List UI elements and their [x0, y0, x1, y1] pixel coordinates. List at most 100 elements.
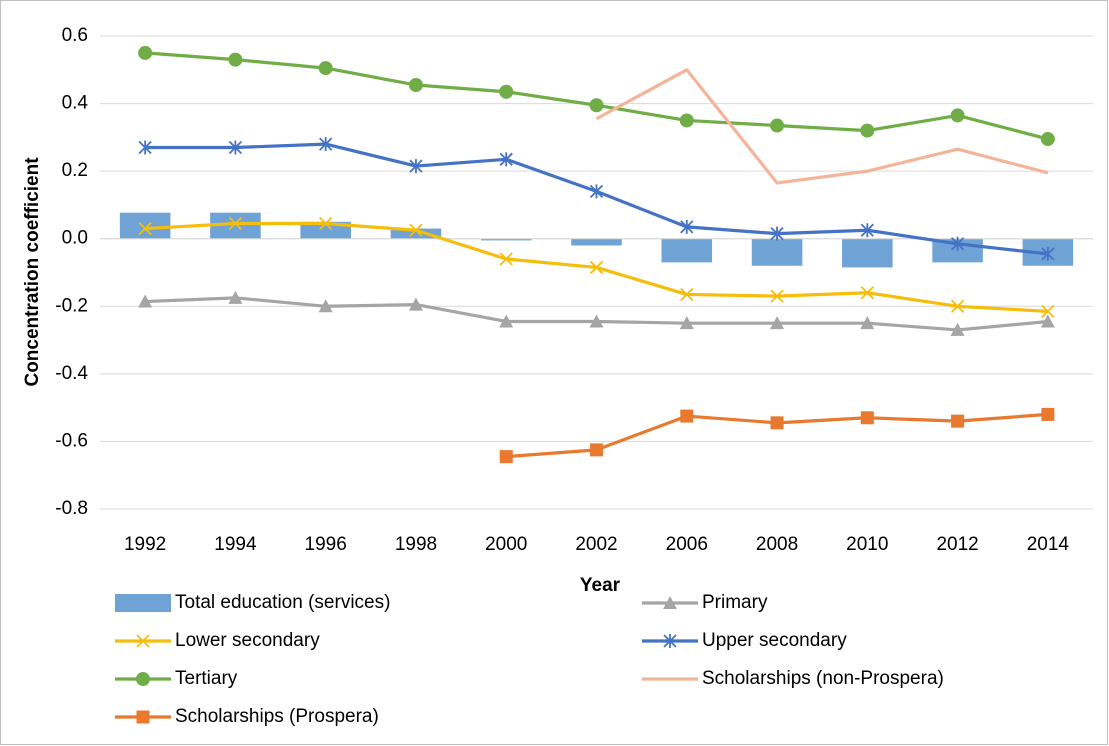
legend-label: Total education (services) — [175, 592, 390, 613]
point — [860, 286, 874, 300]
point — [228, 140, 243, 155]
y-tick-label: 0.6 — [62, 25, 88, 46]
x-tick-label: 2002 — [575, 534, 617, 555]
point — [1041, 407, 1055, 421]
point — [589, 314, 604, 328]
legend-marker — [136, 710, 150, 724]
point — [499, 152, 513, 167]
legend-item: Total education (services) — [115, 592, 390, 613]
point — [1041, 304, 1055, 318]
x-tick-label: 2010 — [846, 534, 888, 555]
legend-item: Scholarships (Prospera) — [115, 706, 379, 727]
point — [138, 45, 153, 60]
point — [408, 297, 423, 311]
point — [499, 314, 514, 328]
point — [680, 409, 694, 423]
legend-marker — [663, 634, 677, 648]
point — [318, 299, 333, 313]
point — [860, 223, 874, 238]
legend-label: Primary — [702, 592, 768, 613]
point — [679, 316, 694, 330]
x-tick-label: 2008 — [756, 534, 798, 555]
point — [680, 287, 694, 302]
point — [318, 61, 333, 76]
point — [499, 84, 514, 99]
legend-item: Scholarships (non-Prospera) — [642, 668, 944, 689]
point — [950, 299, 965, 313]
point — [770, 316, 785, 330]
point — [138, 221, 152, 236]
legend-swatch — [115, 594, 171, 612]
bar — [480, 238, 532, 241]
legend-marker — [663, 596, 677, 609]
x-tick-label: 2014 — [1027, 534, 1070, 555]
point — [1041, 246, 1055, 261]
bar — [842, 238, 893, 268]
legend-label: Upper secondary — [702, 630, 847, 651]
point — [950, 108, 965, 123]
point — [680, 219, 694, 234]
line — [595, 68, 1049, 185]
point — [228, 290, 243, 304]
x-tick-label: 2006 — [666, 534, 708, 555]
point — [589, 184, 604, 199]
point — [950, 236, 965, 251]
x-tick-label: 1996 — [305, 534, 347, 555]
point — [770, 289, 784, 303]
point — [951, 414, 965, 428]
legend-item: Primary — [642, 592, 768, 613]
point — [770, 416, 784, 430]
point — [770, 118, 785, 133]
point — [319, 137, 333, 152]
point — [590, 443, 603, 457]
point — [589, 98, 604, 113]
y-tick-label: 0.0 — [62, 228, 88, 249]
bar — [751, 238, 803, 266]
legend-marker — [136, 634, 150, 648]
point — [860, 411, 874, 425]
point — [950, 322, 965, 336]
point — [1040, 132, 1055, 147]
legend-label: Scholarships (Prospera) — [175, 706, 379, 727]
x-axis-title: Year — [580, 575, 621, 596]
point — [589, 260, 604, 275]
point — [408, 77, 423, 92]
x-tick-label: 1992 — [124, 534, 166, 555]
point — [319, 216, 333, 231]
point — [409, 159, 423, 174]
y-tick-label: -0.4 — [55, 363, 88, 384]
legend-label: Lower secondary — [175, 630, 320, 651]
point — [138, 140, 152, 155]
y-tick-label: -0.2 — [55, 295, 88, 316]
point — [499, 450, 513, 464]
point — [138, 294, 153, 308]
point — [770, 226, 784, 241]
legend-item: Tertiary — [115, 668, 238, 689]
legend-label: Scholarships (non-Prospera) — [702, 668, 944, 689]
x-tick-label: 2012 — [936, 534, 978, 555]
legend-label: Tertiary — [175, 668, 238, 689]
bar — [119, 212, 171, 239]
y-tick-label: -0.6 — [55, 430, 88, 451]
bar — [571, 238, 622, 246]
point — [228, 216, 243, 231]
legend-marker — [136, 672, 150, 686]
y-tick-label: -0.8 — [55, 498, 88, 519]
point — [499, 252, 513, 266]
y-tick-label: 0.4 — [62, 93, 89, 114]
point — [860, 316, 875, 330]
x-tick-label: 2000 — [485, 534, 527, 555]
point — [228, 52, 243, 67]
x-tick-label: 1994 — [214, 534, 257, 555]
legend-item: Upper secondary — [642, 630, 847, 651]
x-tick-label: 1998 — [395, 534, 437, 555]
point — [1040, 314, 1055, 328]
legend-item: Lower secondary — [115, 630, 320, 651]
point — [679, 113, 694, 128]
point — [409, 223, 423, 237]
y-axis-title: Concentration coefficient — [22, 157, 43, 387]
point — [860, 123, 875, 138]
